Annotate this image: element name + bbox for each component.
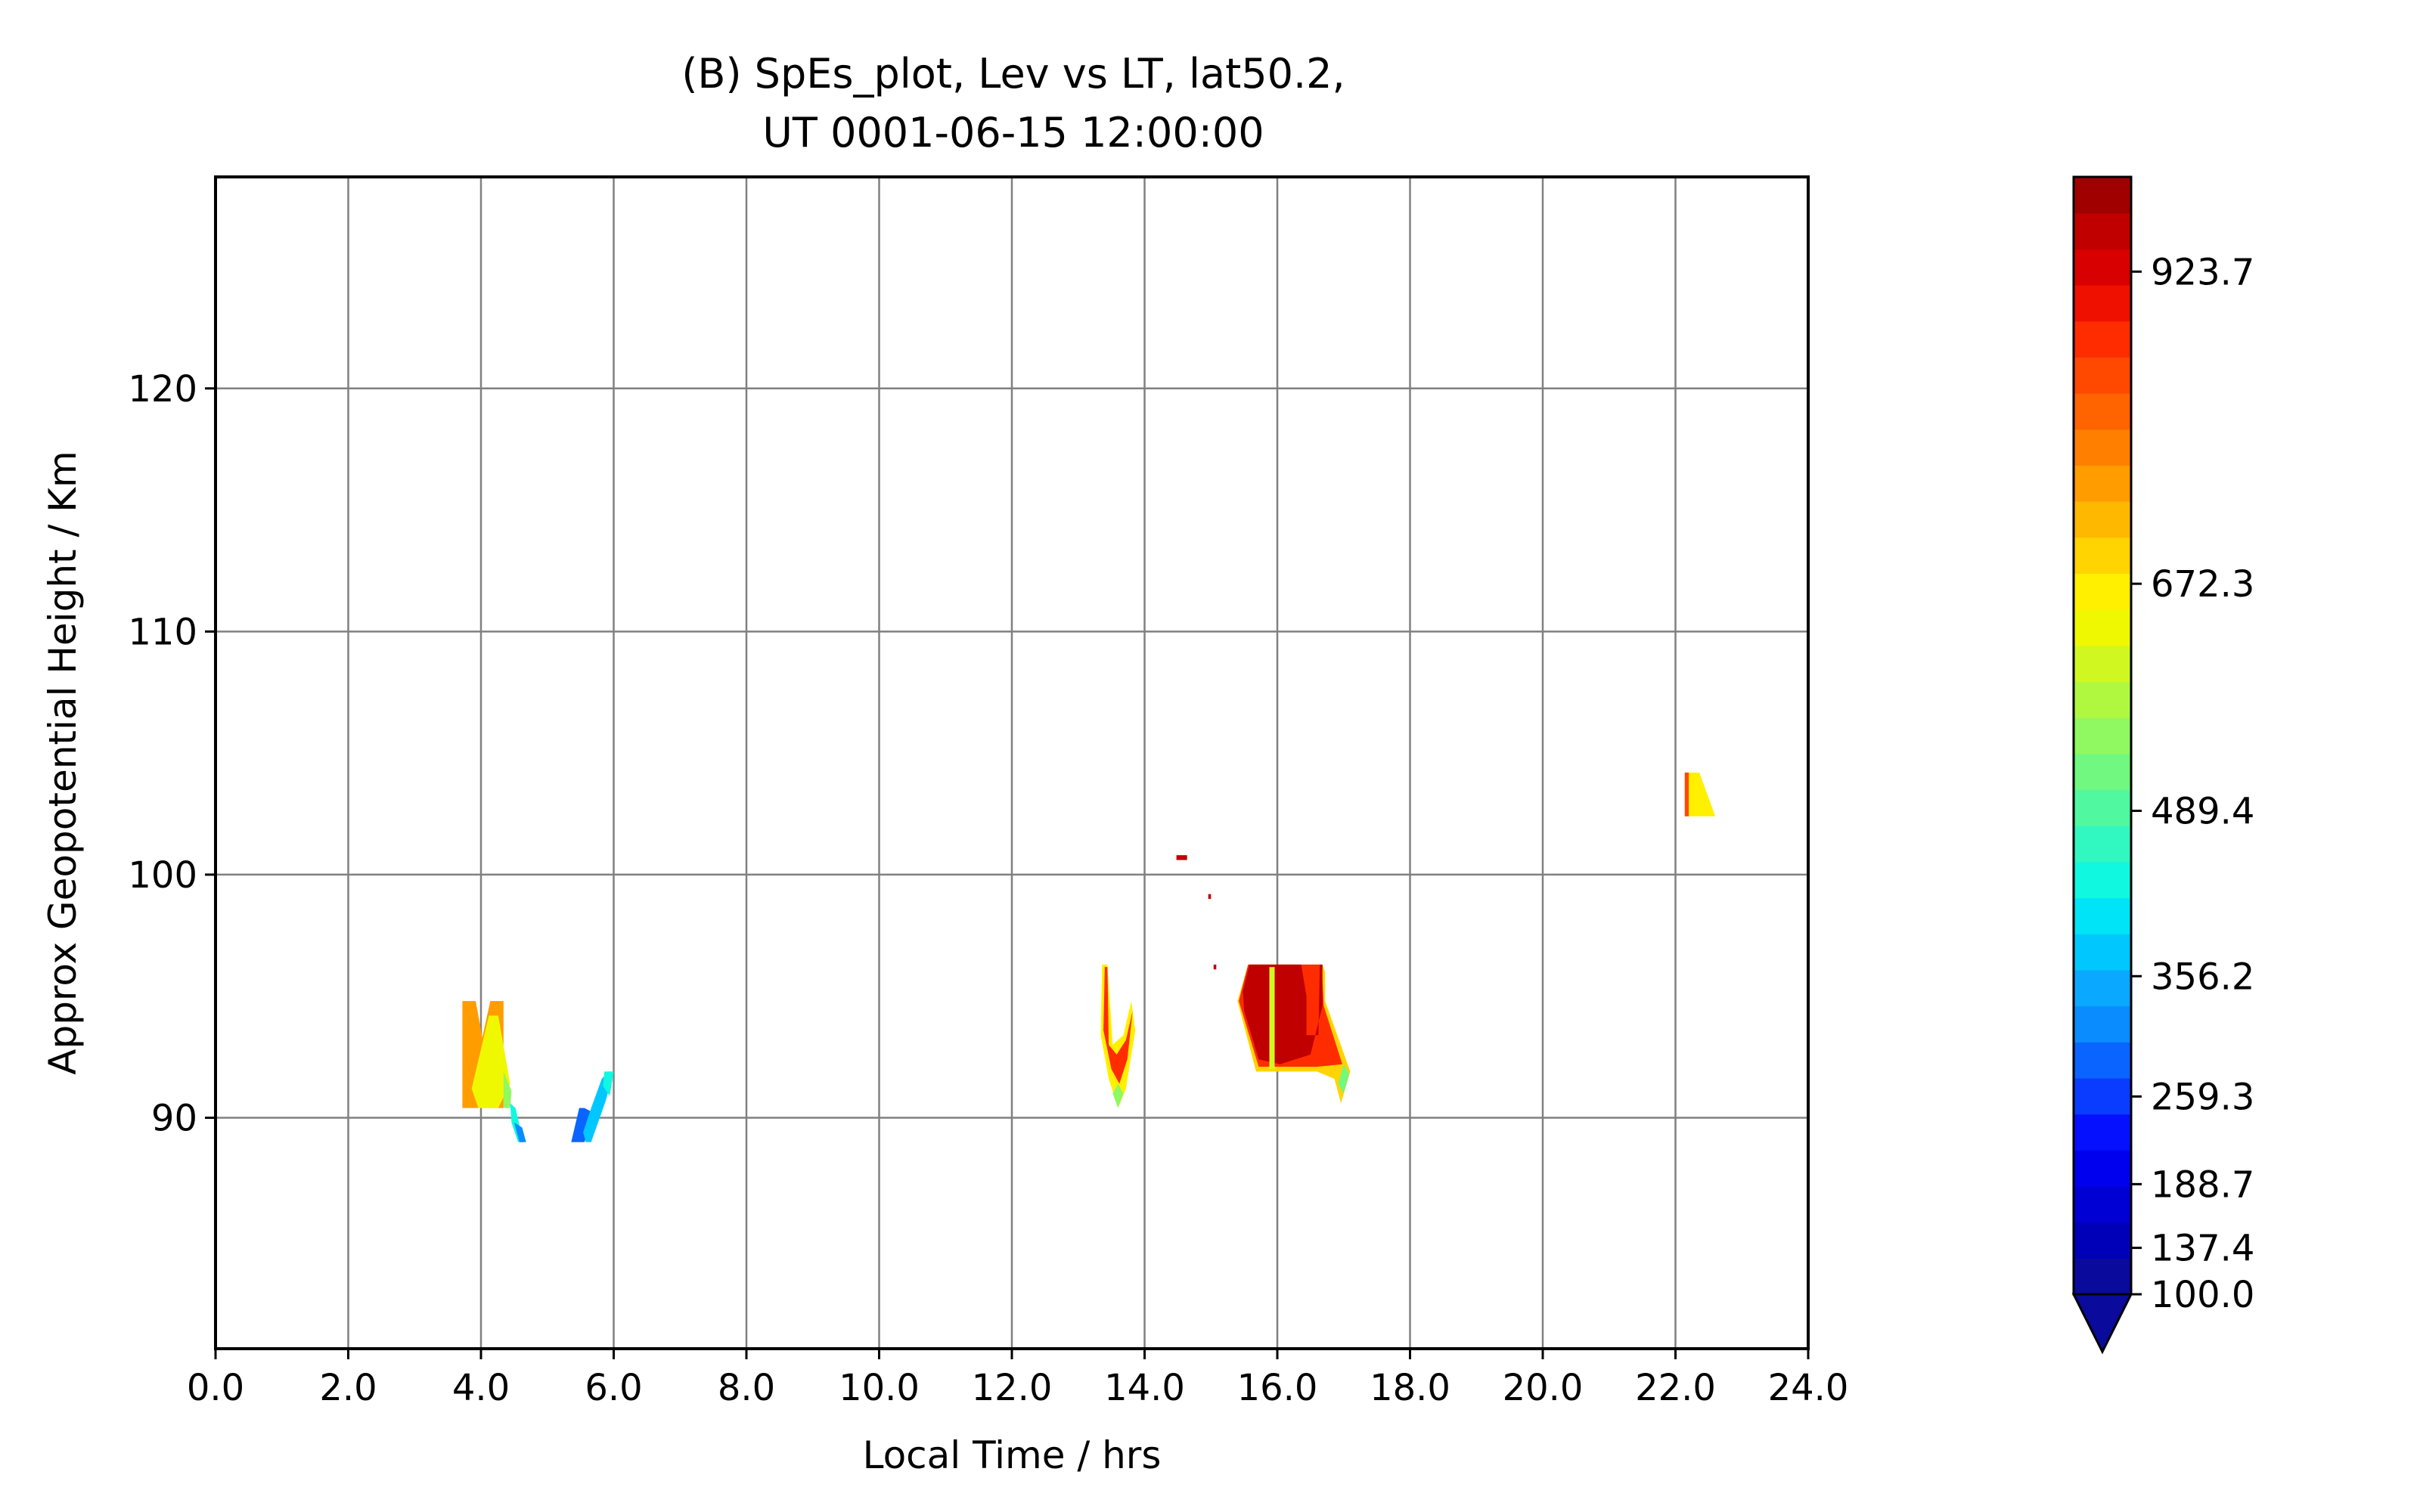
contour-region-17 — [1269, 967, 1275, 1070]
colorbar-band-19 — [2074, 573, 2131, 610]
contour-region-10 — [1112, 1083, 1124, 1108]
colorbar-band-5 — [2074, 1077, 2131, 1115]
contour-regions — [462, 772, 1716, 1142]
colorbar-band-12 — [2074, 826, 2131, 863]
x-axis-ticks: 0.0 2.0 4.0 6.0 8.0 10.0 12.0 14.0 16.0 18.0 20.0 2… — [187, 1349, 1849, 1409]
colorbar-band-16 — [2074, 681, 2131, 718]
contour-region-11 — [1176, 855, 1187, 860]
colorbar-band-29 — [2074, 212, 2131, 249]
colorbar-band-25 — [2074, 357, 2131, 394]
contour-region-16 — [1243, 964, 1323, 1064]
y-tick-label-1: 100 — [128, 854, 197, 897]
colorbar-band-7 — [2074, 1005, 2131, 1043]
colorbar-band-30 — [2074, 177, 2131, 214]
x-tick-label-8: 16.0 — [1237, 1367, 1318, 1409]
x-tick-label-5: 10.0 — [839, 1367, 920, 1409]
contour-region-2 — [503, 1071, 512, 1108]
colorbar-tick-label-0: 100.0 — [2151, 1274, 2254, 1316]
colorbar-band-0 — [2074, 1258, 2131, 1295]
contour-region-20 — [1684, 772, 1689, 816]
colorbar-frame — [2072, 175, 2133, 1296]
x-tick-label-4: 8.0 — [718, 1367, 775, 1409]
colorbar-band-2 — [2074, 1185, 2131, 1223]
colorbar-band-24 — [2074, 393, 2131, 430]
y-tick-label-0: 90 — [151, 1098, 197, 1140]
contour-region-12 — [1208, 894, 1212, 900]
chart-title-line2: UT 0001-06-15 12:00:00 — [762, 109, 1264, 156]
grid — [214, 177, 1810, 1349]
colorbar-band-11 — [2074, 861, 2131, 899]
colorbar-band-22 — [2074, 465, 2131, 502]
contour-region-9 — [1103, 967, 1133, 1084]
x-axis-label: Local Time / hrs — [863, 1433, 1162, 1477]
colorbar-tick-label-2: 188.7 — [2151, 1163, 2254, 1206]
contour-region-7 — [603, 1071, 614, 1096]
contour-region-18 — [1338, 1064, 1349, 1094]
colorbar-tick-label-3: 259.3 — [2151, 1076, 2254, 1118]
colorbar-tick-label-7: 923.7 — [2151, 251, 2254, 293]
contour-region-19 — [1684, 772, 1716, 816]
colorbar-band-10 — [2074, 897, 2131, 934]
x-tick-label-9: 18.0 — [1370, 1367, 1450, 1409]
colorbar-band-18 — [2074, 609, 2131, 646]
contour-region-1 — [471, 1015, 510, 1108]
colorbar-band-4 — [2074, 1114, 2131, 1151]
contour-region-8 — [1100, 964, 1136, 1108]
colorbar-band-17 — [2074, 645, 2131, 683]
colorbar-band-3 — [2074, 1150, 2131, 1187]
colorbar-band-13 — [2074, 789, 2131, 826]
x-tick-label-3: 6.0 — [585, 1367, 642, 1409]
y-tick-label-2: 110 — [128, 611, 197, 653]
contour-region-5 — [571, 1108, 594, 1142]
colorbar-tick-label-1: 137.4 — [2151, 1228, 2254, 1270]
x-tick-label-7: 14.0 — [1104, 1367, 1185, 1409]
colorbar-band-1 — [2074, 1222, 2131, 1259]
colorbar-band-26 — [2074, 321, 2131, 358]
y-axis-label: Approx Geopotential Height / Km — [41, 451, 85, 1075]
x-tick-label-10: 20.0 — [1503, 1367, 1584, 1409]
colorbar-tick-label-6: 672.3 — [2151, 563, 2254, 606]
colorbar-band-6 — [2074, 1042, 2131, 1079]
x-tick-label-12: 24.0 — [1768, 1367, 1849, 1409]
x-tick-label-1: 2.0 — [319, 1367, 377, 1409]
x-tick-label-6: 12.0 — [972, 1367, 1053, 1409]
colorbar-extend-min — [2071, 1293, 2133, 1355]
x-tick-label-2: 4.0 — [452, 1367, 510, 1409]
colorbar-band-20 — [2074, 537, 2131, 575]
colorbar-band-14 — [2074, 753, 2131, 791]
colorbar-band-21 — [2074, 501, 2131, 538]
colorbar-band-15 — [2074, 717, 2131, 754]
contour-region-4 — [513, 1122, 526, 1142]
contour-region-13 — [1213, 964, 1217, 970]
colorbar-tick-label-5: 489.4 — [2151, 791, 2254, 833]
colorbar-band-9 — [2074, 934, 2131, 971]
colorbar-tick-label-4: 356.2 — [2151, 956, 2254, 998]
x-tick-label-11: 22.0 — [1635, 1367, 1716, 1409]
x-tick-label-0: 0.0 — [187, 1367, 244, 1409]
y-axis-ticks: 90 100 110 120 — [128, 368, 216, 1140]
colorbar-band-23 — [2074, 429, 2131, 466]
colorbar-band-28 — [2074, 249, 2131, 286]
colorbar-band-27 — [2074, 285, 2131, 322]
y-tick-label-3: 120 — [128, 368, 197, 411]
chart-title-line1: (B) SpEs_plot, Lev vs LT, lat50.2, — [681, 50, 1345, 98]
colorbar-band-8 — [2074, 969, 2131, 1007]
